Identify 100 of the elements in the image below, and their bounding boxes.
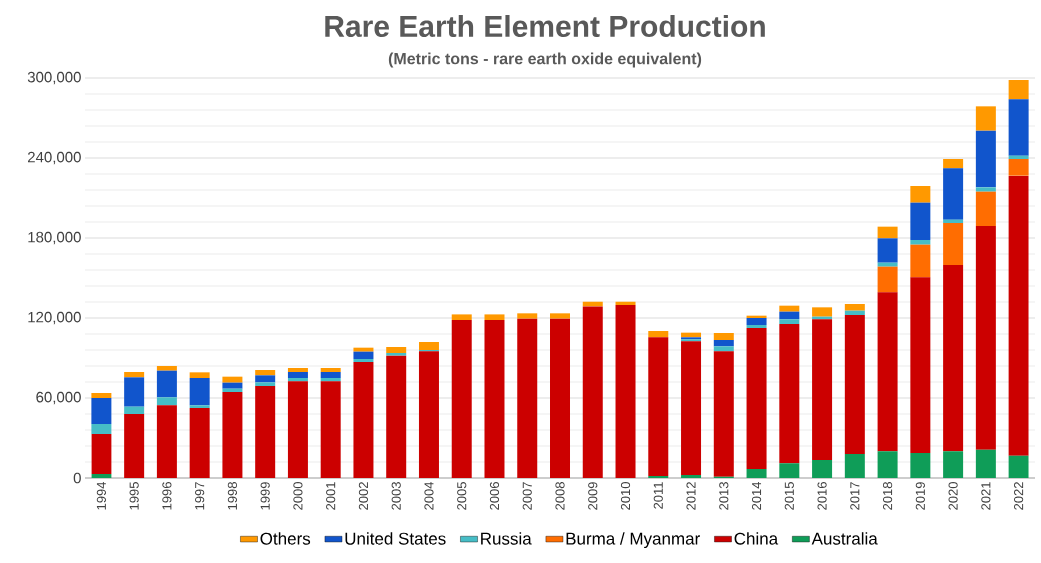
bar [320, 372, 341, 378]
bar [877, 226, 898, 239]
x-tick-label: 2018 [882, 482, 893, 510]
bar [320, 378, 341, 382]
bar [255, 382, 276, 386]
bar [320, 381, 341, 478]
bar [156, 370, 177, 398]
bar [124, 414, 145, 478]
bar [877, 238, 898, 263]
bar [975, 449, 996, 478]
y-tick-label: 300,000 [27, 71, 81, 85]
bar [615, 301, 636, 306]
bar [910, 277, 931, 453]
bar [1008, 155, 1029, 159]
bar [386, 347, 407, 353]
bar [844, 310, 865, 315]
bar [943, 451, 964, 478]
legend-label: Russia [481, 532, 532, 545]
bar [222, 376, 243, 383]
bar [1008, 175, 1029, 456]
bar [320, 368, 341, 372]
x-tick-label: 1999 [260, 482, 270, 510]
bar [484, 314, 505, 320]
bar [943, 219, 964, 223]
bar [418, 351, 439, 478]
bar [124, 406, 145, 414]
bar [91, 398, 112, 424]
x-tick-label: 1997 [195, 482, 205, 510]
bar [975, 226, 996, 450]
bar [1008, 159, 1029, 176]
bar [746, 328, 767, 469]
bar [418, 342, 439, 350]
bar [779, 463, 800, 478]
bar [353, 347, 374, 352]
bar [713, 333, 734, 340]
bar [943, 168, 964, 220]
bar [550, 318, 570, 478]
bar [255, 370, 276, 376]
y-tick-label: 240,000 [28, 151, 81, 165]
bar [255, 375, 276, 383]
bar [91, 393, 112, 398]
x-tick-label: 2019 [915, 482, 925, 510]
bar [910, 244, 931, 278]
y-tick-label: 60,000 [36, 391, 81, 405]
x-tick-label: 2021 [981, 482, 991, 510]
bar [517, 313, 538, 319]
x-tick-label: 2013 [719, 482, 729, 510]
bar [877, 266, 898, 293]
bar [779, 319, 800, 324]
bar [844, 454, 865, 478]
bar [943, 223, 964, 265]
bar [746, 318, 767, 325]
bar [975, 130, 996, 188]
x-tick-label: 2004 [424, 481, 434, 510]
bar [975, 191, 996, 226]
bar [779, 324, 800, 464]
legend-label: United States [345, 532, 446, 545]
bar [156, 397, 177, 406]
bar [451, 320, 472, 478]
bar [910, 186, 931, 203]
x-tick-label: 2010 [620, 482, 631, 510]
bar [156, 366, 177, 371]
y-tick-label: 180,000 [28, 231, 81, 245]
x-tick-label: 2007 [522, 482, 532, 510]
bar [943, 159, 964, 169]
bar [1008, 99, 1029, 156]
bar [975, 187, 996, 192]
bar [713, 346, 734, 352]
x-tick-label: 2016 [817, 482, 827, 510]
bar [812, 319, 833, 460]
bar [779, 305, 800, 312]
bar [1008, 80, 1029, 100]
bar [713, 340, 734, 347]
bar [156, 405, 177, 478]
x-tick-label: 2020 [948, 482, 958, 510]
bar [287, 372, 308, 378]
bar [844, 304, 865, 311]
y-tick-label: 0 [73, 472, 81, 484]
bar [877, 292, 898, 452]
bar [189, 378, 210, 406]
bar [517, 318, 538, 478]
bar [189, 405, 210, 408]
bar [648, 331, 669, 338]
bar [287, 368, 308, 372]
bar [222, 382, 243, 389]
legend-label: Australia [811, 532, 878, 545]
y-tick-label: 120,000 [28, 311, 81, 325]
bar [451, 314, 472, 320]
bar [582, 306, 603, 478]
bar [386, 353, 407, 356]
x-tick-label: 2014 [751, 481, 762, 510]
bar [910, 240, 931, 245]
bar [124, 377, 145, 407]
bar [484, 320, 505, 478]
x-tick-label: 2012 [686, 482, 696, 510]
bar [189, 372, 210, 378]
x-tick-label: 2015 [784, 482, 794, 510]
bar [910, 202, 931, 240]
bar [713, 351, 734, 477]
bar [779, 311, 800, 320]
